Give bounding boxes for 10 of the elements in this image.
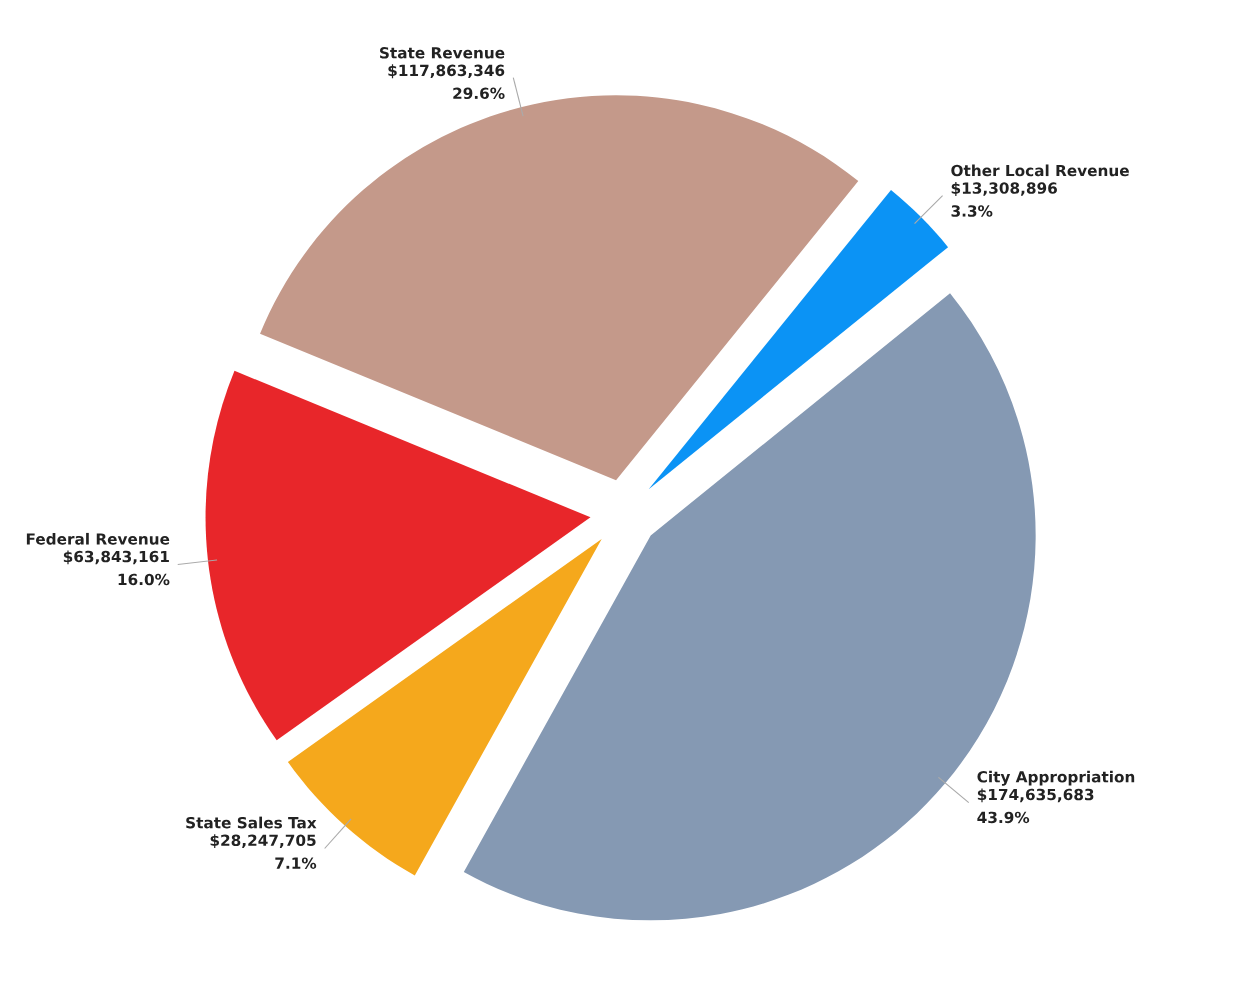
slice-label: Other Local Revenue [951,164,1129,177]
data-label: $13,308,896 3.3% [951,182,1057,217]
data-label: $63,843,161 16.0% [63,550,170,586]
data-label: $28,247,705 7.1% [210,834,317,869]
slice-label: State Sales Tax [186,816,317,829]
slice-label: State Revenue [380,47,505,59]
slice-label: City Appropriation [977,770,1135,786]
data-label: $117,863,346 29.6% [388,64,505,100]
slice-label: Federal Revenue [26,532,170,545]
data-label: $174,635,683 43.9% [977,788,1094,824]
